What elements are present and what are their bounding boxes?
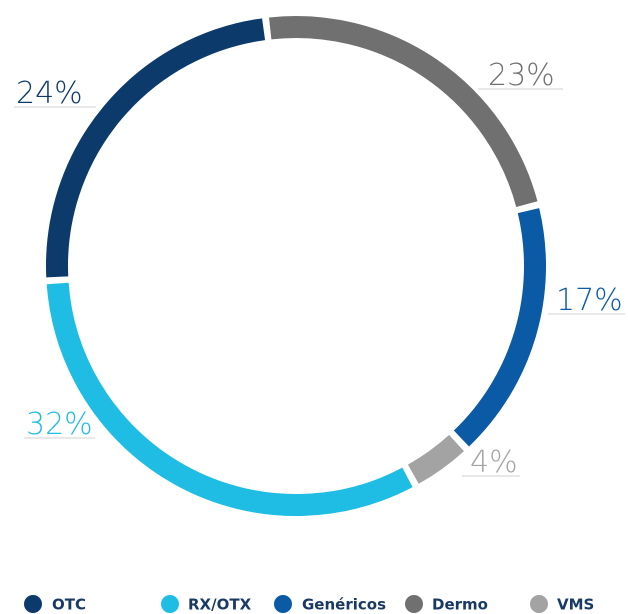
value-label: 24% [16,76,83,111]
donut-segment [407,434,464,484]
donut-segment [46,282,413,516]
legend-label: Dermo [432,596,488,614]
value-label: 4% [470,445,518,480]
legend-label: RX/OTX [188,596,252,614]
donut-segment [269,16,538,207]
donut-segment [46,18,266,278]
value-label: 32% [26,407,93,442]
value-label: 17% [556,283,623,318]
legend-label: OTC [52,596,86,614]
value-label: 23% [488,58,555,93]
legend-swatch [274,595,292,613]
donut-segment [453,208,546,447]
legend-label: VMS [557,596,594,614]
legend-label: Genéricos [302,596,386,614]
legend-swatch [530,595,548,613]
legend-swatch [161,595,179,613]
legend-swatch [24,595,42,613]
legend-swatch [405,595,423,613]
